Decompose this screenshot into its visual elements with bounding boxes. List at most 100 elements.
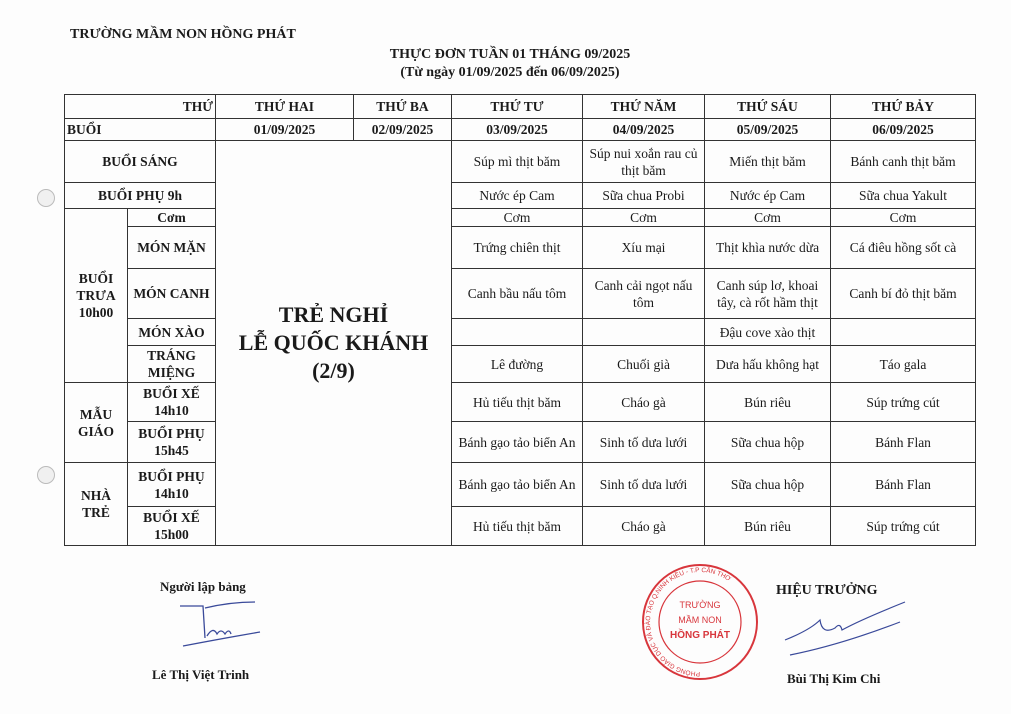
- holiday-line: (2/9): [312, 358, 355, 383]
- menu-table: THỨ THỨ HAI THỨ BA THỨ TƯ THỨ NĂM THỨ SÁ…: [64, 94, 976, 546]
- menu-cell: Chuối già: [582, 345, 705, 383]
- row-label: BUỔI XẾ 15h00: [127, 506, 216, 546]
- date-row: BUỔI 01/09/2025 02/09/2025 03/09/2025 04…: [64, 118, 976, 141]
- row-label: TRÁNG MIỆNG: [127, 345, 216, 383]
- date-cell: 03/09/2025: [451, 118, 583, 141]
- table-row: BUỔI PHỤ 15h45 Bánh gạo tảo biển An Sinh…: [65, 421, 976, 463]
- menu-cell: Sinh tố dưa lưới: [582, 421, 705, 463]
- menu-cell: Bánh Flan: [830, 421, 976, 463]
- holiday-line: LỄ QUỐC KHÁNH: [238, 330, 429, 355]
- menu-cell: [451, 318, 583, 346]
- punch-hole: [37, 189, 55, 207]
- stamp-text: MẦM NON: [678, 615, 722, 625]
- menu-cell: Cháo gà: [582, 506, 705, 546]
- menu-cell: Súp trứng cút: [830, 506, 976, 546]
- date-range: (Từ ngày 01/09/2025 đến 06/09/2025): [400, 65, 620, 80]
- date-cell: 05/09/2025: [704, 118, 831, 141]
- table-row: BUỔI XẾ 15h00 Hủ tiếu thịt băm Cháo gà B…: [65, 506, 976, 546]
- menu-cell: Bánh Flan: [830, 462, 976, 507]
- menu-cell: Sinh tố dưa lưới: [582, 462, 705, 507]
- preparer-signature: [180, 601, 261, 647]
- day-header-row: THỨ THỨ HAI THỨ BA THỨ TƯ THỨ NĂM THỨ SÁ…: [64, 94, 976, 119]
- day-header: THỨ NĂM: [582, 94, 705, 119]
- menu-cell: Sữa chua Yakult: [830, 182, 976, 209]
- table-row: BUỔI PHỤ 9h Nước ép Cam Sữa chua Probi N…: [64, 182, 976, 209]
- corner-session: BUỔI: [64, 118, 216, 141]
- punch-hole: [37, 466, 55, 484]
- principal-signature: [784, 601, 906, 656]
- menu-cell: Hủ tiếu thịt băm: [451, 382, 583, 422]
- menu-cell: Cơm: [704, 208, 831, 227]
- date-cell: 01/09/2025: [215, 118, 354, 141]
- menu-cell: Miến thịt băm: [704, 140, 831, 183]
- menu-cell: Đậu cove xào thịt: [704, 318, 831, 346]
- menu-cell: Xíu mại: [582, 226, 705, 269]
- menu-cell: Cơm: [582, 208, 705, 227]
- row-label: Cơm: [127, 208, 216, 227]
- row-label: MÓN XÀO: [127, 318, 216, 346]
- row-label: MÓN CANH: [127, 268, 216, 319]
- group-label-kindergarten: MẪU GIÁO: [64, 382, 128, 463]
- row-label: BUỔI PHỤ 14h10: [127, 462, 216, 507]
- principal-name: Bùi Thị Kim Chi: [787, 671, 881, 686]
- menu-cell: Canh cải ngọt nấu tôm: [582, 268, 705, 319]
- table-row: NHÀ TRẺ BUỔI PHỤ 14h10 Bánh gạo tảo biển…: [64, 462, 976, 546]
- menu-cell: Cơm: [830, 208, 976, 227]
- stamp-text: HỒNG PHÁT: [670, 628, 730, 641]
- row-label: MÓN MẶN: [127, 226, 216, 269]
- table-row: TRÁNG MIỆNG Lê đường Chuối già Dưa hấu k…: [65, 345, 976, 383]
- table-row: MÓN MẶN Trứng chiên thịt Xíu mại Thịt kh…: [65, 226, 976, 269]
- menu-cell: Nước ép Cam: [704, 182, 831, 209]
- row-label: BUỔI PHỤ 9h: [64, 182, 216, 209]
- preparer-name: Lê Thị Việt Trinh: [152, 667, 250, 682]
- table-row: MÓN XÀO Đậu cove xào thịt: [65, 318, 976, 346]
- day-header: THỨ BẢY: [830, 94, 976, 119]
- menu-cell: Sữa chua Probi: [582, 182, 705, 209]
- menu-cell: Canh súp lơ, khoai tây, cà rốt hầm thịt: [704, 268, 831, 319]
- table-row: BUỔI SÁNG TRẺ NGHỈ LỄ QUỐC KHÁNH (2/9) S…: [64, 140, 976, 546]
- menu-cell: Nước ép Cam: [451, 182, 583, 209]
- date-cell: 06/09/2025: [830, 118, 976, 141]
- menu-cell: Bún riêu: [704, 382, 831, 422]
- date-cell: 02/09/2025: [353, 118, 452, 141]
- menu-cell: Cháo gà: [582, 382, 705, 422]
- table-row: BUỔI TRƯA 10h00 Cơm Cơm Cơm Cơm Cơm: [64, 208, 976, 383]
- menu-cell: Táo gala: [830, 345, 976, 383]
- holiday-line: TRẺ NGHỈ: [278, 302, 389, 327]
- principal-title: HIỆU TRƯỞNG: [776, 583, 878, 598]
- corner-day: THỨ: [64, 94, 216, 119]
- day-header: THỨ BA: [353, 94, 452, 119]
- stamp-text: TRƯỜNG: [680, 600, 721, 610]
- group-label-lunch: BUỔI TRƯA 10h00: [64, 208, 128, 383]
- menu-cell: Hủ tiếu thịt băm: [451, 506, 583, 546]
- day-header: THỨ TƯ: [451, 94, 583, 119]
- table-row: MẪU GIÁO BUỔI XẾ 14h10 Hủ tiếu thịt băm …: [64, 382, 976, 463]
- menu-cell: Thịt khìa nước dừa: [704, 226, 831, 269]
- menu-cell: Súp trứng cút: [830, 382, 976, 422]
- row-label: BUỔI PHỤ 15h45: [127, 421, 216, 463]
- date-cell: 04/09/2025: [582, 118, 705, 141]
- menu-cell: Bánh canh thịt băm: [830, 140, 976, 183]
- menu-cell: Sữa chua hộp: [704, 462, 831, 507]
- menu-cell: Bánh gạo tảo biển An: [451, 421, 583, 463]
- school-name: TRƯỜNG MẦM NON HỒNG PHÁT: [70, 27, 296, 42]
- menu-cell: Sữa chua hộp: [704, 421, 831, 463]
- menu-cell: Cá điêu hồng sốt cà: [830, 226, 976, 269]
- school-stamp: TRƯỜNG MẦM NON HỒNG PHÁT PHÒNG GIÁO DỤC …: [642, 564, 758, 680]
- title-text: THỰC ĐƠN TUẦN 01 THÁNG 09/2025: [389, 47, 631, 62]
- menu-cell: Cơm: [451, 208, 583, 227]
- day-header: THỨ SÁU: [704, 94, 831, 119]
- group-label-nursery: NHÀ TRẺ: [64, 462, 128, 546]
- table-row: MÓN CANH Canh bầu nấu tôm Canh cải ngọt …: [65, 268, 976, 319]
- menu-cell: [830, 318, 976, 346]
- menu-cell: Lê đường: [451, 345, 583, 383]
- menu-cell: Trứng chiên thịt: [451, 226, 583, 269]
- menu-title: THỰC ĐƠN TUẦN 01 THÁNG 09/2025 (Từ ngày …: [300, 46, 720, 82]
- menu-cell: Súp mì thịt băm: [451, 140, 583, 183]
- row-label: BUỔI SÁNG: [64, 140, 216, 183]
- menu-cell: Canh bí đỏ thịt băm: [830, 268, 976, 319]
- day-header: THỨ HAI: [215, 94, 354, 119]
- menu-cell: Dưa hấu không hạt: [704, 345, 831, 383]
- row-label: BUỔI XẾ 14h10: [127, 382, 216, 422]
